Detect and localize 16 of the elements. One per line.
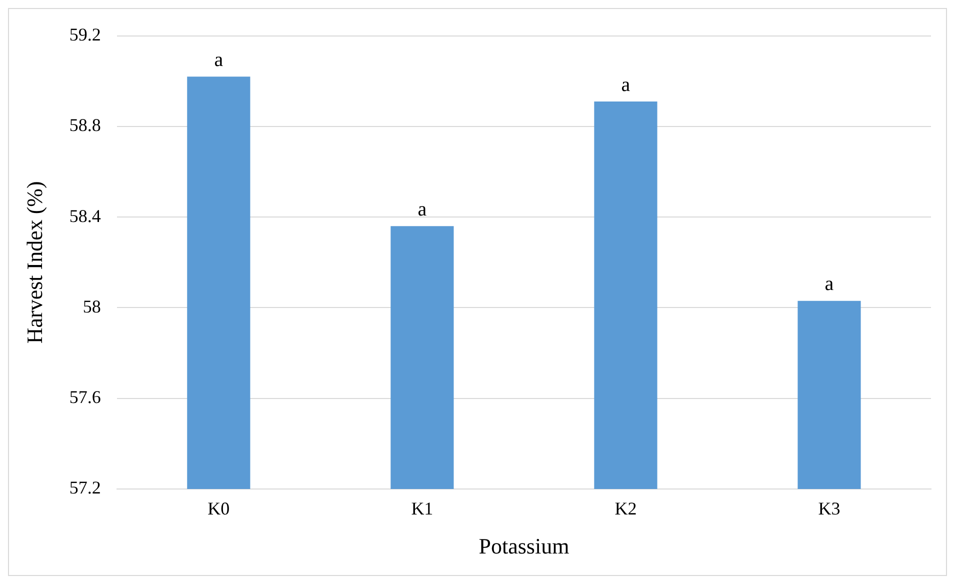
annotation: a: [214, 48, 224, 71]
x-tick-label: K3: [818, 498, 840, 519]
x-tick-label: K1: [411, 498, 434, 519]
y-tick-label: 58.4: [69, 206, 101, 226]
y-tick-label: 57.2: [69, 478, 101, 498]
y-tick-label: 57.6: [69, 387, 101, 408]
y-tick-label: 58.8: [69, 115, 101, 136]
y-axis-title: Harvest Index (%): [22, 181, 47, 344]
x-tick-label: K0: [208, 498, 230, 519]
y-tick-label: 58: [82, 296, 101, 316]
y-tick-label: 59.2: [69, 24, 101, 45]
x-tick-label: K2: [614, 498, 637, 519]
annotation: a: [418, 198, 427, 220]
annotation: a: [824, 273, 834, 296]
x-axis-title: Potassium: [478, 534, 570, 559]
annotation: a: [621, 74, 630, 96]
